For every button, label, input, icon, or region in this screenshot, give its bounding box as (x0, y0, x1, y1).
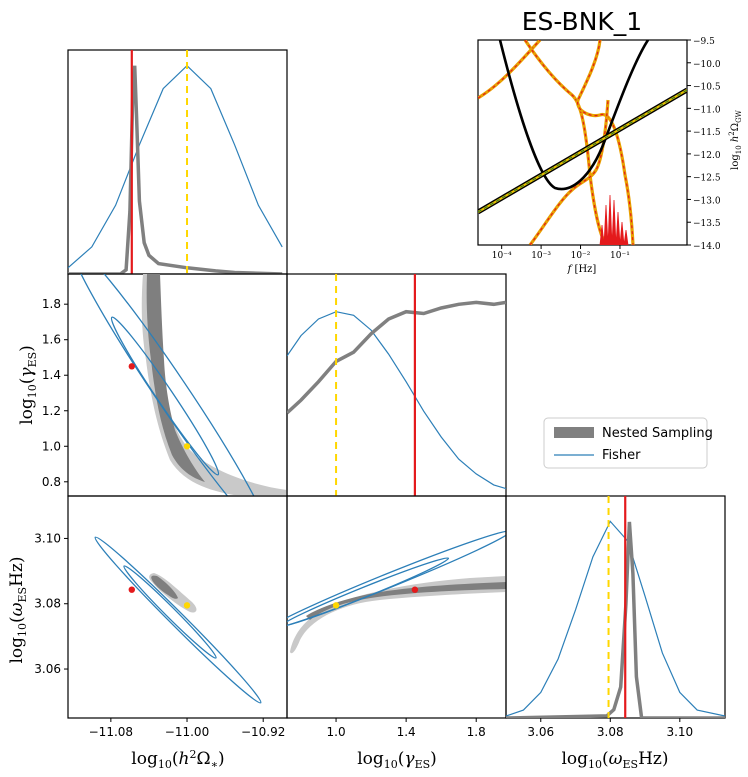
y-tick-label: 1.8 (42, 297, 61, 311)
y-tick-label: 3.06 (34, 662, 61, 676)
injected-value-point (332, 602, 340, 609)
y-tick-label: 3.10 (34, 531, 61, 545)
nested-contour-inner (151, 575, 178, 599)
y-tick-label: −12.0 (693, 151, 721, 161)
panel-frame (67, 495, 288, 719)
inset-y-label: log10 h2ΩGW (728, 109, 743, 170)
x-axis-label-omega: log10(ωESHz) (561, 749, 668, 771)
spectrum-noise-peaks (599, 194, 629, 245)
x-tick-label: 1.8 (467, 725, 486, 739)
x-tick-label: −10.92 (241, 725, 285, 739)
inset-frame (477, 39, 688, 246)
x-axis-label-gamma: log10(γES) (357, 749, 437, 771)
legend: Nested Sampling Fisher (543, 417, 713, 469)
x-tick-label: 1.0 (327, 725, 346, 739)
y-axis-label-gamma: log10(γES) (17, 345, 39, 425)
x-tick-label: 3.08 (597, 725, 624, 739)
y-tick-label: −9.5 (693, 37, 715, 47)
panel-marg-omega: 3.06 3.08 3.10 log10(ωESHz) (505, 495, 726, 771)
true-value-point (128, 586, 135, 593)
x-tick-label: 1.4 (397, 725, 416, 739)
y-axis-label-omega: log10(ωESHz) (7, 556, 29, 663)
nested-marginal-curve (506, 521, 725, 718)
inset-y-ticks: −9.5 −10.0 −10.5 −11.0 −11.5 −12.0 −12.5 −13.0 −… (687, 37, 721, 252)
y-tick-label: −13.0 (693, 196, 721, 206)
sensitivity-curve (498, 40, 650, 191)
fisher-marginal-curve (287, 311, 506, 490)
nested-marginal-curve (287, 300, 506, 415)
y-tick-label: −11.5 (693, 128, 721, 138)
y-tick-label: 0.8 (42, 475, 61, 489)
y-axis-ticks: 1.8 1.6 1.4 1.2 1.0 0.8 (42, 297, 68, 489)
fisher-contour-inner (110, 316, 220, 476)
x-tick-label: −11.00 (165, 725, 209, 739)
fisher-marginal-curve (506, 520, 725, 717)
spectrum-band-bottom-dash (529, 99, 609, 245)
legend-nested-swatch (554, 427, 594, 438)
x-tick-label: 10⁻³ (531, 251, 551, 261)
x-tick-label: 3.06 (527, 725, 554, 739)
true-value-point (411, 586, 419, 593)
panel-frame (67, 49, 288, 275)
x-axis-ticks: 3.06 3.08 3.10 (527, 718, 693, 739)
x-tick-label: 10⁻¹ (610, 251, 630, 261)
y-tick-label: −12.5 (693, 174, 721, 184)
y-tick-label: 1.4 (42, 368, 61, 382)
fisher-contour-inner (287, 557, 450, 627)
nested-contour-inner (146, 274, 205, 482)
x-tick-label: 10⁻² (571, 251, 591, 261)
panel-joint-h2omega-omega: 3.10 3.08 3.06 −11.08 −11.00 −10.92 log10(ωE… (7, 495, 288, 771)
panel-joint-gamma-omega: 1.0 1.4 1.8 log10(γES) (286, 495, 507, 771)
y-tick-label: 1.0 (42, 439, 61, 453)
fisher-contour-outer (94, 536, 262, 704)
injected-value-point (183, 602, 191, 609)
nested-contour-inner (306, 582, 506, 620)
panel-joint-h2omega-gamma: 1.8 1.6 1.4 1.2 1.0 0.8 log10(γES) (17, 273, 288, 497)
legend-fisher-label: Fisher (602, 448, 641, 463)
panel-marg-gamma (286, 273, 507, 497)
y-tick-label: 3.08 (34, 597, 61, 611)
x-tick-label: 3.10 (666, 725, 693, 739)
y-tick-label: −10.0 (693, 60, 721, 70)
inset-spectrum: ES-BNK_1 10⁻⁴ 10⁻³ 10⁻² 10⁻¹ −9.5 −10.0 −10.5… (477, 7, 743, 275)
fisher-contour-inner (123, 565, 217, 659)
y-tick-label: 1.6 (42, 333, 61, 347)
y-tick-label: −11.0 (693, 105, 721, 115)
injected-value-point (183, 443, 191, 450)
spectrum-band-right-dash (577, 40, 634, 245)
fisher-marginal-curve (68, 64, 283, 269)
y-tick-label: 1.2 (42, 404, 61, 418)
legend-nested-label: Nested Sampling (602, 426, 713, 441)
panel-frame (505, 495, 726, 719)
inset-x-label: f [Hz] (567, 264, 597, 275)
panel-frame (286, 495, 507, 719)
y-tick-label: −14.0 (693, 242, 721, 252)
powerlaw-line-dash (478, 89, 687, 213)
x-tick-label: 10⁻⁴ (492, 251, 512, 261)
spectrum-band-upper-dash (478, 40, 541, 99)
x-tick-label: −11.08 (89, 725, 133, 739)
panel-marg-h2omega (67, 49, 288, 275)
y-tick-label: −10.5 (693, 83, 721, 93)
panel-frame (286, 273, 507, 497)
spectrum-band-arc-dash (524, 40, 607, 245)
inset-x-ticks: 10⁻⁴ 10⁻³ 10⁻² 10⁻¹ (492, 245, 630, 261)
inset-title: ES-BNK_1 (522, 7, 642, 36)
true-value-point (128, 363, 135, 370)
x-axis-ticks: 1.0 1.4 1.8 (327, 718, 486, 739)
x-axis-label-h2omega: log10(h2Ω∗) (131, 748, 224, 771)
x-axis-ticks: −11.08 −11.00 −10.92 (89, 718, 285, 739)
y-tick-label: −13.5 (693, 219, 721, 229)
nested-marginal-curve (68, 65, 283, 274)
y-axis-ticks: 3.10 3.08 3.06 (34, 531, 68, 676)
